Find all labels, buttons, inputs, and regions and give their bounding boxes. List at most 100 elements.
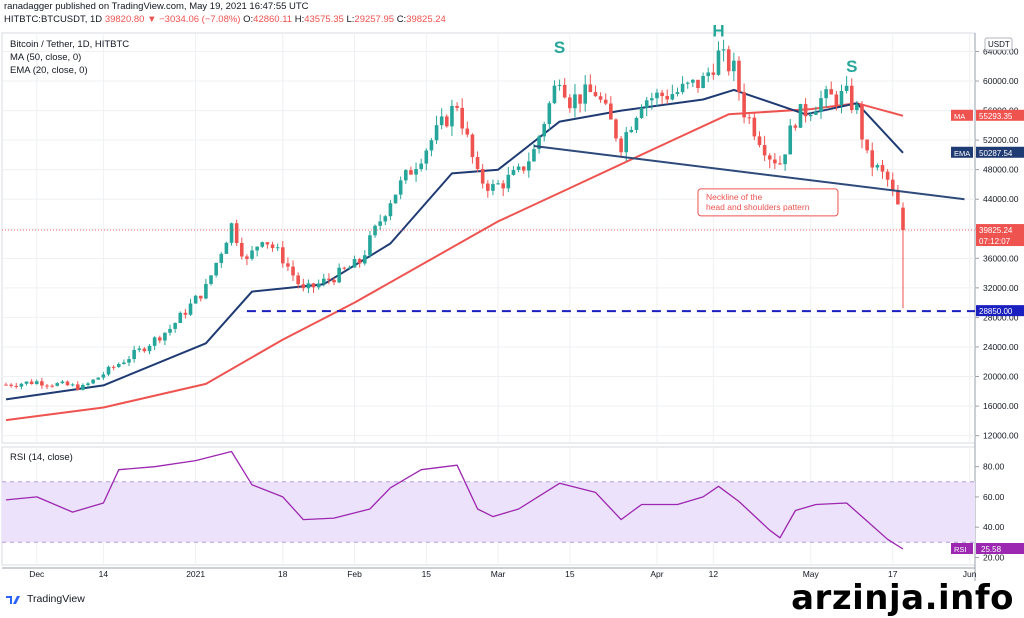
axis-price-tag — [976, 146, 1024, 158]
candle-body — [414, 169, 418, 175]
rsi-pane: 20.00 40.00 60.00 80.00 RSI 25.58 — [2, 450, 1024, 562]
candle-body — [239, 242, 244, 257]
candle-body — [696, 79, 700, 89]
price-tick-label: 28000.00 — [983, 312, 1019, 322]
candle-body — [106, 366, 111, 375]
ma50-line — [5, 102, 904, 422]
candle-body — [9, 384, 13, 386]
open-value: 42860.11 — [253, 14, 293, 25]
candle-body — [327, 278, 331, 280]
candle-body — [855, 104, 859, 111]
candle-body — [726, 49, 731, 72]
candle-body — [24, 381, 29, 384]
candle-body — [650, 98, 654, 101]
candle-body — [552, 85, 557, 104]
candle-body — [291, 266, 295, 276]
candle-body — [732, 60, 736, 72]
price-tick-label: 60000.00 — [983, 76, 1019, 86]
line-name-label: EMA — [954, 149, 970, 158]
ema-legend[interactable]: EMA (20, close, 0) — [10, 65, 88, 76]
candle-body — [70, 384, 75, 386]
candle-body — [701, 76, 705, 89]
neckline — [533, 145, 965, 201]
candle-body — [122, 362, 126, 365]
candle-body — [455, 105, 459, 108]
candle-body — [224, 242, 229, 254]
candle-body — [890, 179, 895, 190]
ma-legend[interactable]: MA (50, close, 0) — [10, 52, 82, 63]
candle-body — [460, 107, 464, 129]
line-name-tag — [951, 109, 973, 121]
candle-body — [480, 169, 485, 184]
candle-body — [752, 117, 757, 137]
tradingview-logo[interactable]: TradingView — [6, 593, 85, 605]
price-tick-label: 44000.00 — [983, 194, 1019, 204]
rsi-value-tag — [976, 542, 1024, 554]
pattern-letter: S — [554, 38, 565, 57]
candle-body — [573, 94, 577, 109]
price-tick-label: 36000.00 — [983, 253, 1019, 263]
candle-body — [234, 223, 239, 243]
candle-body — [132, 349, 136, 360]
candle-body — [260, 242, 265, 247]
candle-body — [321, 278, 326, 284]
candle-body — [521, 166, 526, 171]
low-value: 29257.95 — [354, 14, 395, 25]
candle-body — [75, 384, 80, 390]
candle-body — [101, 374, 106, 378]
annotation-line1: Neckline of the — [706, 192, 762, 202]
ma50-path — [5, 102, 904, 422]
ema20-path — [5, 88, 904, 401]
rsi-tick-label: 20.00 — [983, 552, 1005, 562]
price-tick-label: 16000.00 — [983, 401, 1019, 411]
candle-body — [86, 383, 90, 385]
candle-body — [578, 94, 582, 104]
candle-body — [798, 104, 803, 128]
tradingview-icon — [6, 596, 20, 604]
candle-body — [19, 383, 24, 387]
price-tick-label: 20000.00 — [983, 372, 1019, 382]
candle-body — [542, 124, 546, 137]
pattern-letter: H — [712, 22, 724, 41]
candle-body — [711, 72, 716, 75]
candle-body — [286, 263, 290, 267]
candle-body — [685, 82, 690, 84]
candle-body — [352, 259, 357, 268]
candle-body — [742, 92, 746, 118]
candle-body — [814, 111, 818, 115]
time-tick-label: 18 — [278, 569, 288, 579]
candle-body — [675, 92, 680, 95]
close-label: C: — [396, 14, 407, 25]
candle-body — [665, 96, 670, 100]
candle-body — [860, 104, 864, 140]
rsi-legend[interactable]: RSI (14, close) — [10, 452, 73, 463]
candle-body — [147, 345, 152, 352]
candle-body — [219, 253, 224, 263]
candle-body — [778, 163, 782, 165]
candle-body — [137, 348, 142, 350]
axis-price-tag — [976, 305, 1024, 317]
candle-body — [486, 183, 490, 191]
candle-body — [280, 247, 285, 264]
candle-body — [229, 223, 234, 243]
candle-body — [275, 247, 280, 249]
watermark: arzinja.info — [791, 578, 1014, 618]
candle-body — [91, 379, 95, 384]
candle-body — [506, 174, 511, 189]
price-tick-label: 32000.00 — [983, 283, 1019, 293]
candle-body — [516, 166, 521, 170]
close-value: 39825.24 — [406, 14, 446, 25]
symbol: HITBTC:BTCUSDT, 1D — [4, 14, 103, 25]
candle-body — [373, 225, 377, 236]
annotation-line2: head and shoulders pattern — [706, 202, 810, 212]
candle-body — [434, 125, 439, 141]
time-tick-label: Mar — [491, 569, 506, 579]
rsi-tick-label: 40.00 — [983, 522, 1005, 532]
candle-body — [767, 155, 772, 160]
axis-price-countdown: 07:12:07 — [979, 237, 1011, 246]
candle-body — [491, 184, 495, 191]
rsi-value: 25.58 — [981, 545, 1002, 554]
chart-title: Bitcoin / Tether, 1D, HITBTC — [10, 39, 130, 50]
axis-price-value: 55293.35 — [979, 112, 1013, 121]
